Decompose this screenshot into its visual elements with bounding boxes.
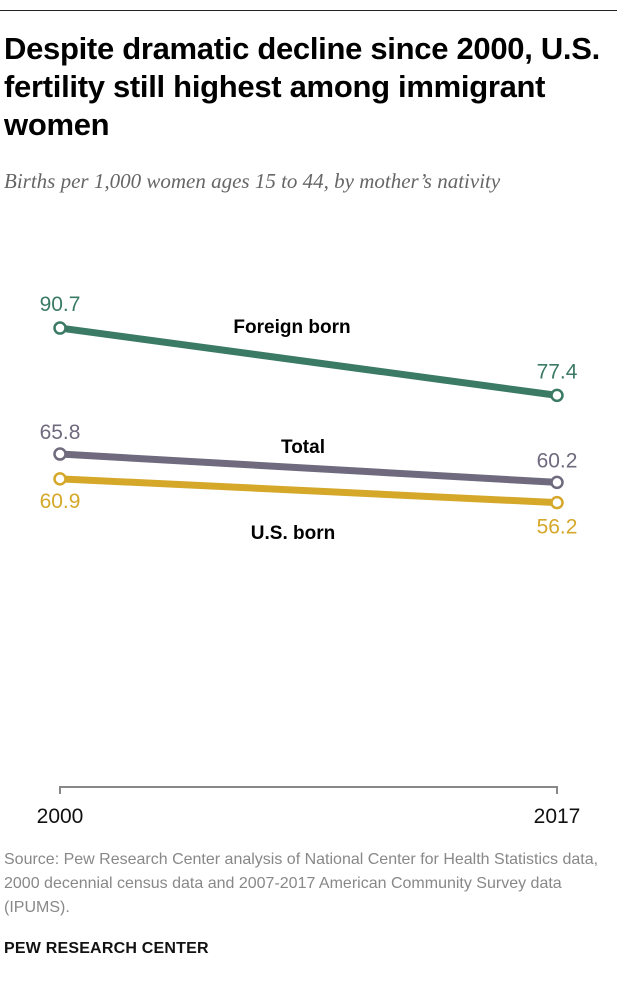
data-label: 60.9 (40, 490, 81, 513)
data-label: 65.8 (40, 421, 81, 444)
x-axis (59, 786, 558, 794)
data-point (53, 447, 67, 461)
data-label: 60.2 (537, 449, 578, 472)
chart-subtitle: Births per 1,000 women ages 15 to 44, by… (4, 169, 501, 193)
series-label: U.S. born (251, 523, 335, 544)
series-line-foreign-born (56, 324, 561, 399)
top-rule (0, 10, 617, 11)
series-line-total (56, 450, 561, 486)
data-point (53, 321, 67, 335)
data-point (53, 472, 67, 486)
x-tick-label: 2000 (37, 805, 84, 828)
x-tick-label: 2017 (534, 805, 581, 828)
series-line-u-s-born (56, 475, 561, 507)
data-label: 77.4 (537, 360, 578, 383)
series-label: Foreign born (233, 317, 350, 338)
data-point (550, 495, 564, 510)
data-point (550, 388, 564, 403)
data-label: 56.2 (537, 516, 578, 539)
source-note: Source: Pew Research Center analysis of … (4, 851, 599, 916)
data-label: 90.7 (40, 293, 81, 316)
series-label: Total (281, 437, 325, 458)
data-point (550, 475, 564, 490)
chart-title: Despite dramatic decline since 2000, U.S… (4, 31, 600, 142)
brand-logo-text: PEW RESEARCH CENTER (4, 940, 209, 957)
